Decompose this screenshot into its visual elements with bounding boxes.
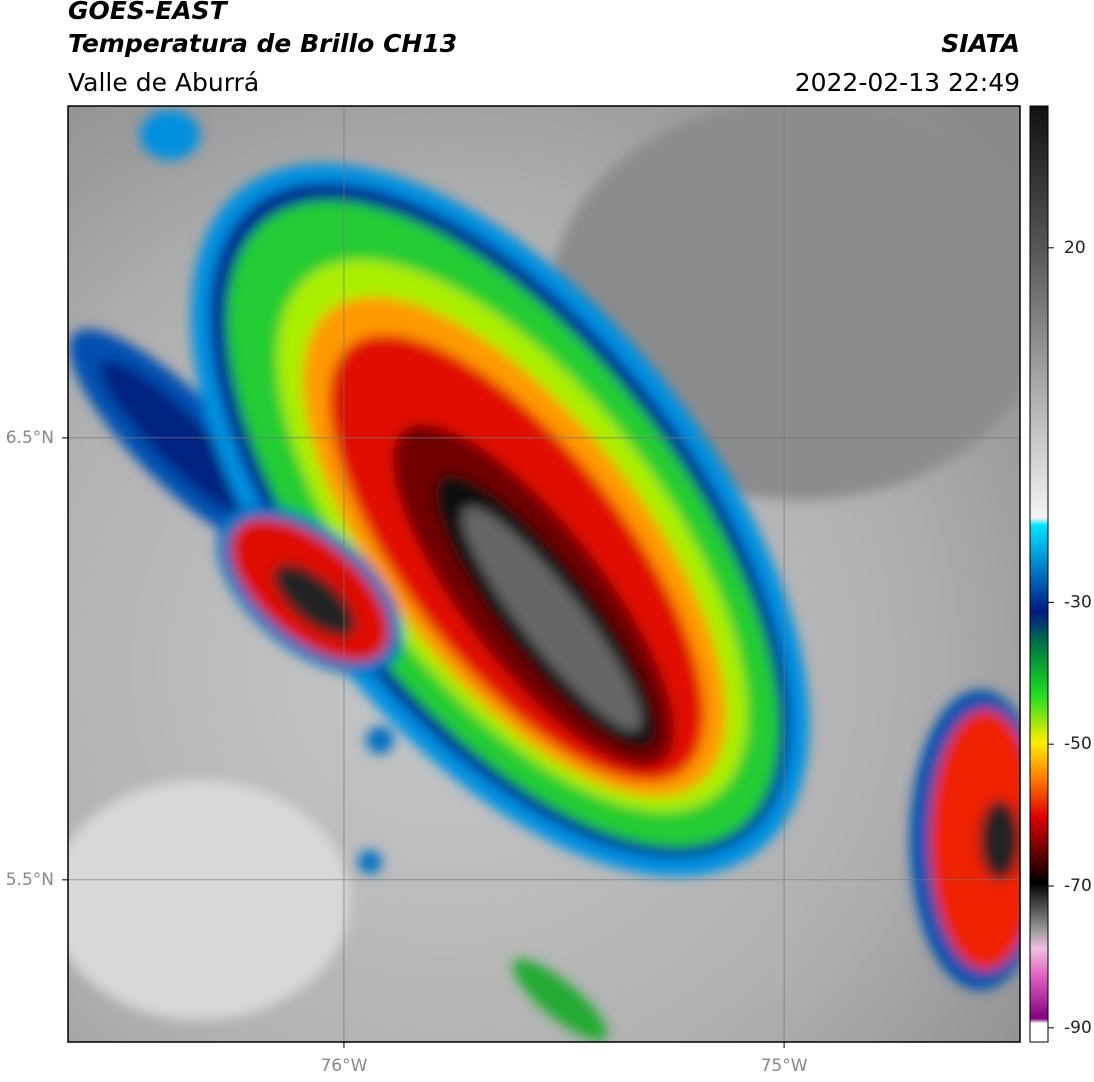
satellite-image — [68, 106, 1020, 1042]
graticule — [68, 106, 1020, 1042]
colorbar — [1029, 105, 1049, 1043]
title: GOES-EAST — [68, 0, 229, 25]
x-tick-label: 76°W — [320, 1056, 367, 1076]
colorbar-tick-label: -70 — [1064, 876, 1092, 896]
y-tick-label: 5.5°N — [6, 870, 54, 890]
region: Valle de Aburrá — [68, 68, 259, 97]
colorbar-tick-label: -30 — [1064, 592, 1092, 612]
map-frame — [67, 105, 1021, 1043]
colorbar-tick-label: -90 — [1064, 1018, 1092, 1038]
colorbar-tick-label: -50 — [1064, 734, 1092, 754]
y-tick-label: 6.5°N — [6, 428, 54, 448]
subtitle: Temperatura de Brillo CH13 — [68, 29, 457, 58]
x-tick-label: 75°W — [761, 1056, 808, 1076]
datetime: 2022-02-13 22:49 — [795, 68, 1020, 97]
source: SIATA — [941, 29, 1020, 58]
colorbar-tick-label: 20 — [1064, 238, 1086, 258]
